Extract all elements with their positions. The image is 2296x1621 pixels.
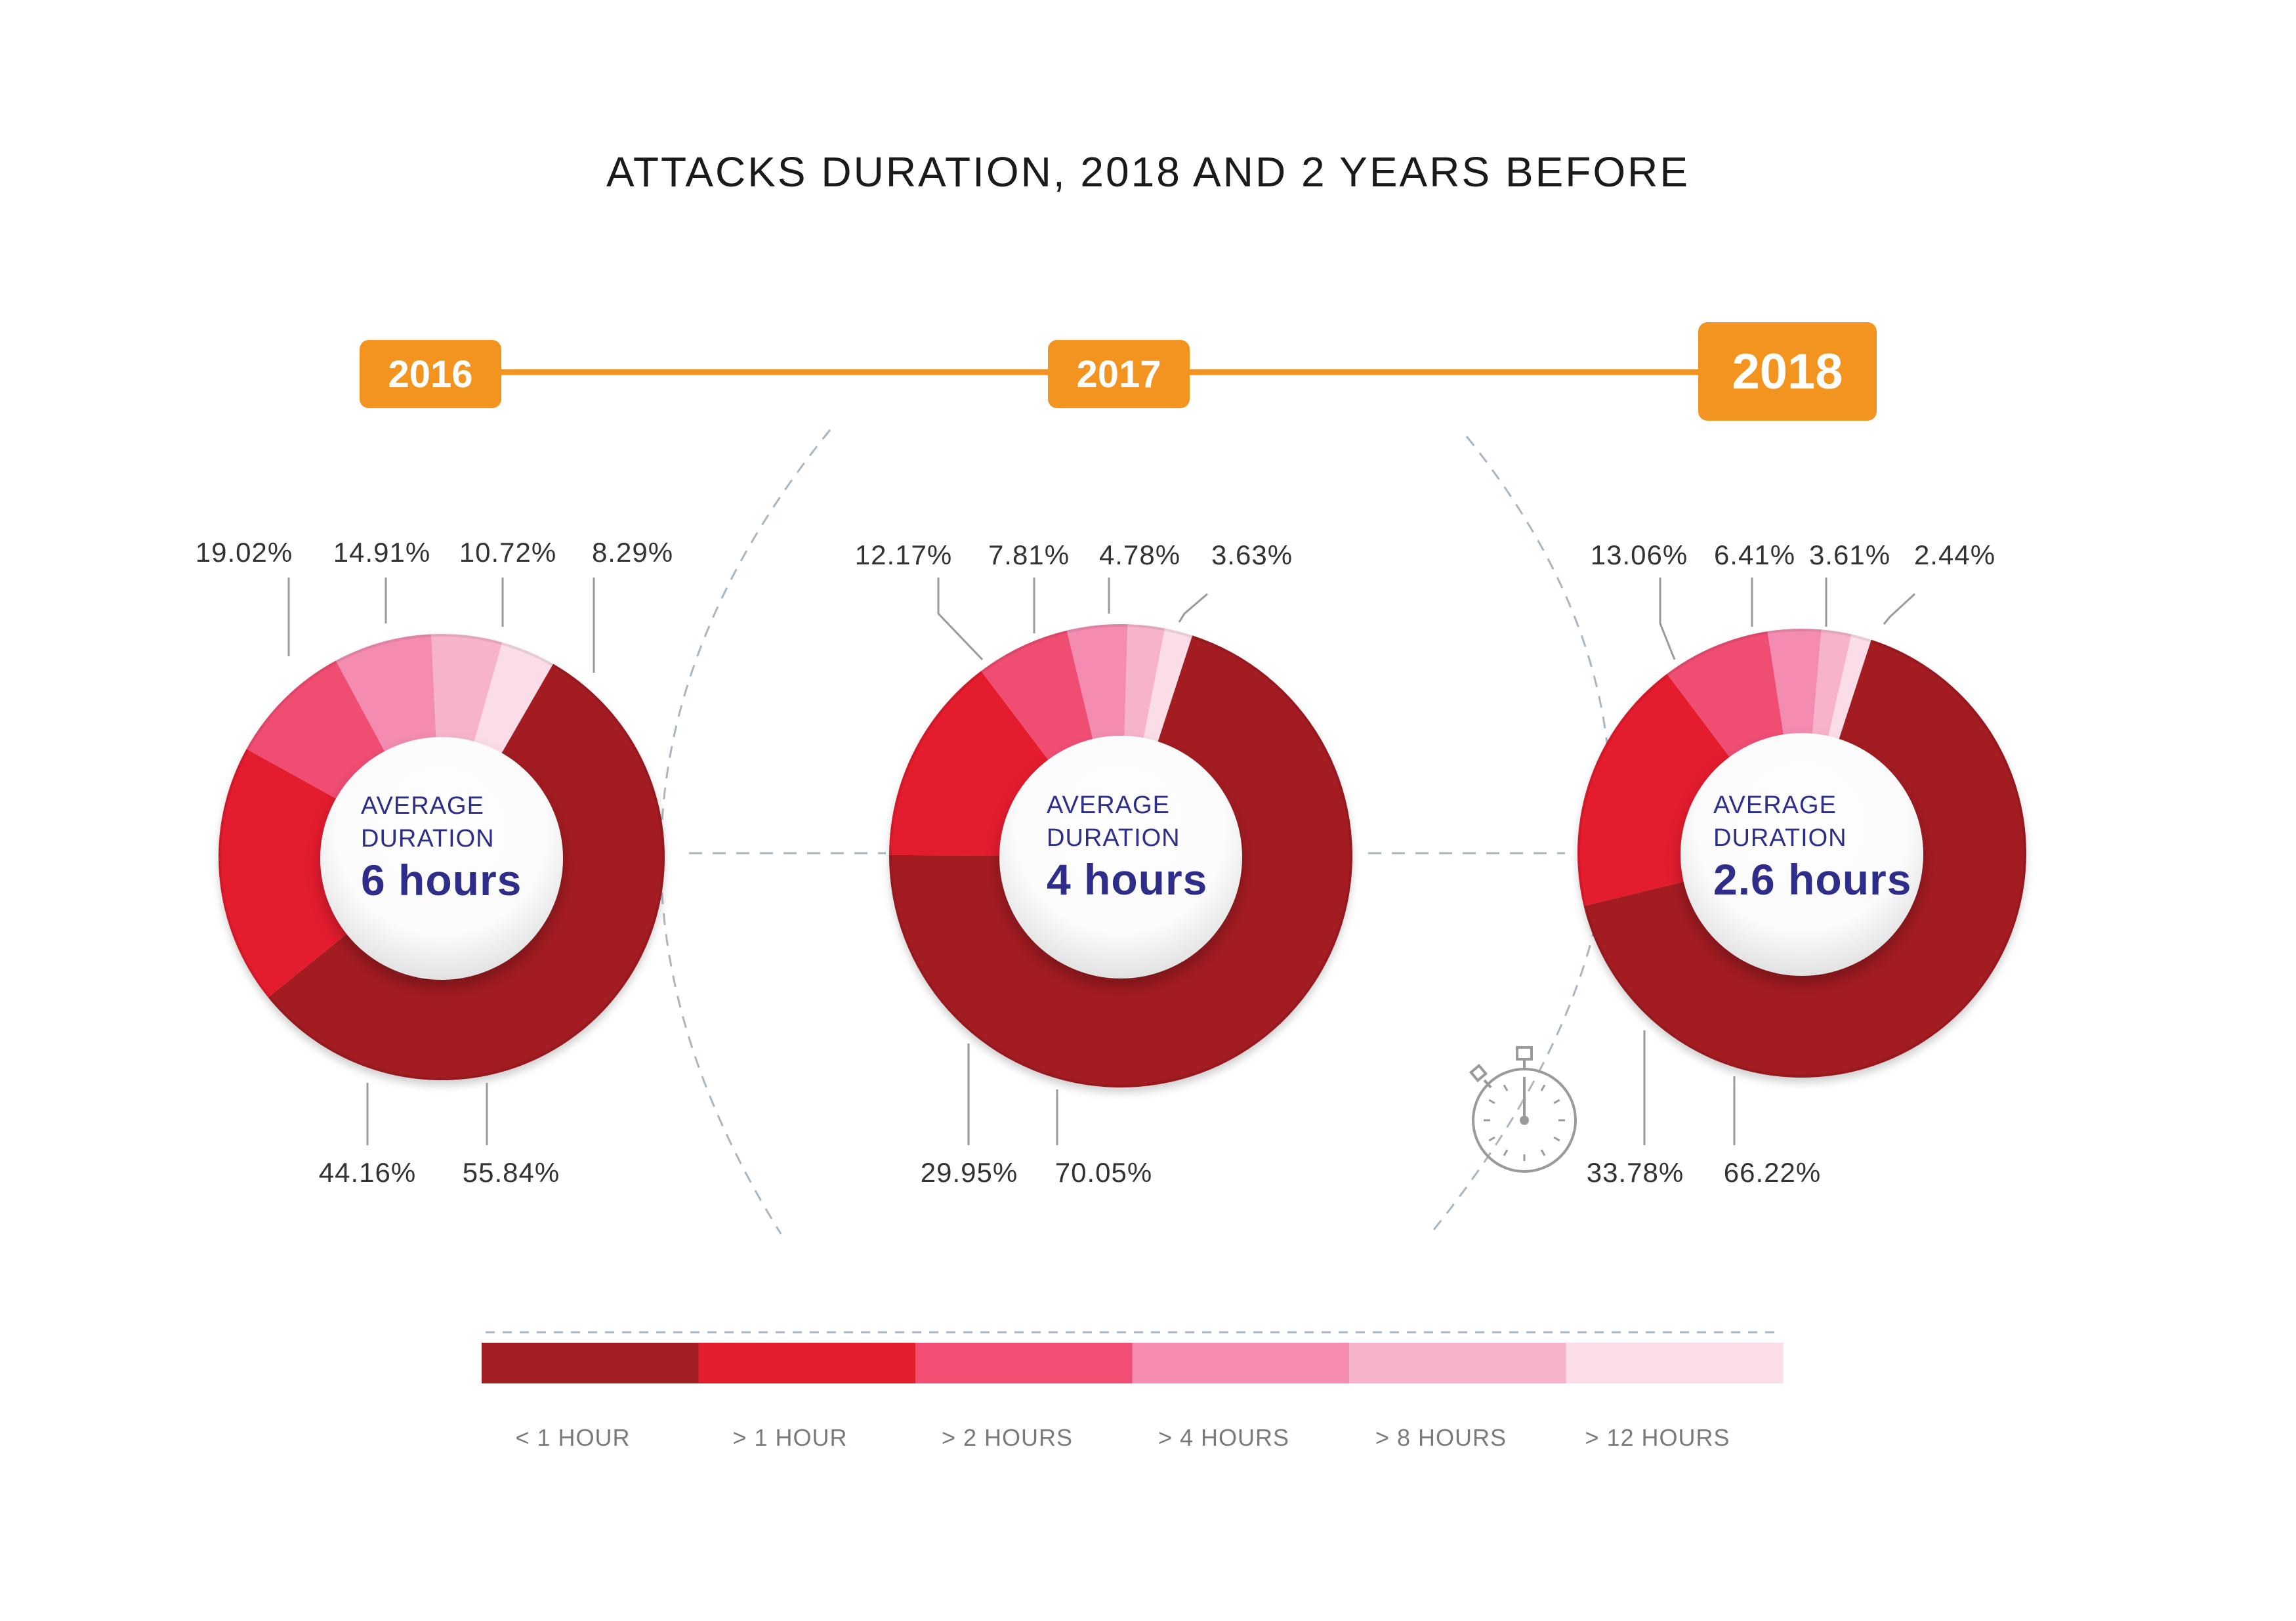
stopwatch-tick bbox=[1540, 1084, 1546, 1091]
donut-hole bbox=[320, 737, 563, 980]
legend-label-gt-2-hours: > 2 HOURS bbox=[941, 1424, 1074, 1451]
pct-label-2018-gt-4-hours: 6.41% bbox=[1713, 539, 1796, 570]
year-badge-2018: 2018 bbox=[1698, 322, 1877, 421]
stopwatch-tick bbox=[1503, 1084, 1509, 1091]
legend-label-gt-8-hours: > 8 HOURS bbox=[1375, 1424, 1507, 1451]
page-title: ATTACKS DURATION, 2018 AND 2 YEARS BEFOR… bbox=[606, 148, 1690, 196]
pct-label-2018-gt-8-hours: 3.61% bbox=[1808, 539, 1891, 570]
pct-label-2018-gt-2-hours: 13.06% bbox=[1590, 539, 1688, 570]
stopwatch-tick bbox=[1488, 1099, 1495, 1105]
stopwatch-tick bbox=[1503, 1149, 1509, 1156]
stopwatch-ticks bbox=[1484, 1080, 1565, 1161]
legend-label-lt-1-hour: < 1 HOUR bbox=[515, 1424, 631, 1451]
leader-line bbox=[1659, 578, 1676, 660]
pct-label-2018-gt-1-hour: 33.78% bbox=[1586, 1157, 1684, 1188]
center-caption-line-2: DURATION bbox=[1047, 824, 1180, 852]
donut-rim bbox=[219, 634, 665, 1080]
donut-hole bbox=[1680, 733, 1923, 976]
year-badge-2016: 2016 bbox=[360, 340, 501, 408]
center-caption-line-1: AVERAGE bbox=[361, 792, 484, 820]
leader-line bbox=[937, 578, 984, 661]
center-text-2018: AVERAGE DURATION 2.6 hours bbox=[1713, 789, 1911, 904]
center-caption-line-2: DURATION bbox=[1713, 824, 1847, 852]
average-duration-value: 6 hours bbox=[361, 856, 522, 904]
donut-hole bbox=[999, 736, 1242, 979]
donut-chart-2017 bbox=[889, 624, 1352, 1087]
pct-label-2018-gt-12-hours: 2.44% bbox=[1913, 539, 1996, 570]
center-caption-line-1: AVERAGE bbox=[1713, 791, 1837, 819]
donut-rim bbox=[889, 624, 1352, 1087]
donut-rim bbox=[1577, 629, 2026, 1078]
pct-label-2017-gt-8-hours: 4.78% bbox=[1098, 539, 1181, 570]
stopwatch-tick bbox=[1553, 1136, 1560, 1142]
center-caption-line-2: DURATION bbox=[361, 825, 495, 853]
legend-swatch-gt-4-hours bbox=[1132, 1343, 1350, 1383]
year-badge-2017: 2017 bbox=[1048, 340, 1190, 408]
legend-swatch-gt-8-hours bbox=[1349, 1343, 1566, 1383]
legend-bar bbox=[482, 1343, 1784, 1383]
dashed-arc-left bbox=[659, 429, 831, 1234]
center-text-2017: AVERAGE DURATION 4 hours bbox=[1047, 789, 1207, 904]
pct-label-2016-gt-12-hours: 8.29% bbox=[591, 537, 674, 568]
pct-label-2016-gt-2-hours: 19.02% bbox=[195, 537, 293, 568]
average-duration-value: 2.6 hours bbox=[1713, 855, 1912, 904]
dashed-connectors bbox=[486, 852, 1778, 1334]
pct-label-2017-gt-12-hours: 3.63% bbox=[1211, 539, 1293, 570]
legend-swatch-lt-1-hour bbox=[482, 1343, 699, 1383]
pct-label-2017-lt-1-hour: 70.05% bbox=[1054, 1157, 1153, 1188]
pct-label-2017-gt-4-hours: 7.81% bbox=[988, 539, 1070, 570]
pct-label-2016-lt-1-hour: 55.84% bbox=[462, 1157, 560, 1188]
legend-swatch-gt-1-hour bbox=[698, 1343, 916, 1383]
pct-label-2017-gt-1-hour: 29.95% bbox=[920, 1157, 1018, 1188]
stopwatch-tick bbox=[1540, 1149, 1546, 1156]
donut-chart-2018 bbox=[1577, 629, 2026, 1078]
leader-line bbox=[1883, 593, 1916, 625]
donut-chart-2016 bbox=[218, 633, 665, 1081]
stopwatch-tick bbox=[1553, 1099, 1560, 1105]
pct-label-2017-gt-2-hours: 12.17% bbox=[854, 539, 953, 570]
pct-label-2018-lt-1-hour: 66.22% bbox=[1723, 1157, 1822, 1188]
stopwatch-icon bbox=[1469, 1046, 1577, 1173]
average-duration-value: 4 hours bbox=[1047, 855, 1208, 904]
center-text-2016: AVERAGE DURATION 6 hours bbox=[361, 789, 522, 905]
legend-swatch-gt-12-hours bbox=[1566, 1343, 1784, 1383]
leader-line bbox=[1178, 593, 1208, 623]
stopwatch-tick bbox=[1488, 1136, 1495, 1142]
center-caption-line-1: AVERAGE bbox=[1047, 791, 1170, 819]
pct-label-2016-gt-8-hours: 10.72% bbox=[459, 537, 557, 568]
legend-swatch-gt-2-hours bbox=[915, 1343, 1133, 1383]
pct-label-2016-gt-1-hour: 44.16% bbox=[318, 1157, 417, 1188]
pct-label-2016-gt-4-hours: 14.91% bbox=[333, 537, 431, 568]
legend-label-gt-4-hours: > 4 HOURS bbox=[1158, 1424, 1290, 1451]
legend-label-gt-1-hour: > 1 HOUR bbox=[732, 1424, 848, 1451]
legend-label-gt-12-hours: > 12 HOURS bbox=[1585, 1424, 1730, 1451]
leader-lines bbox=[287, 578, 1916, 1145]
